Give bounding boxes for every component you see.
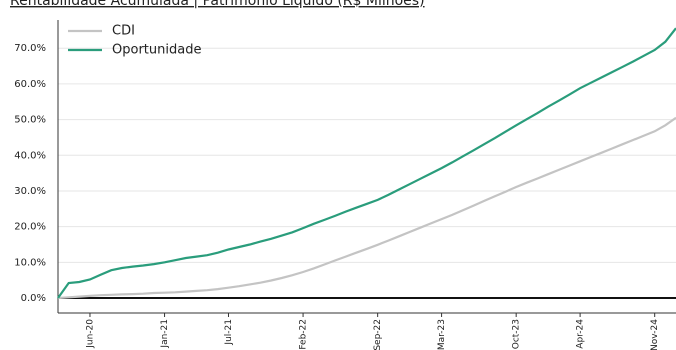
y-tick-label: 60.0% [14,79,46,90]
x-tick-label: Mar-23 [437,319,447,350]
y-tick-label: 70.0% [14,43,46,54]
y-tick-label: 50.0% [14,115,46,126]
series-line [57,116,676,300]
y-tick-label: 0.0% [21,293,46,304]
y-tick-label: 20.0% [14,222,46,233]
chart-title: Rentabilidade Acumulada | Patrimônio Líq… [10,0,425,9]
legend-label: Oportunidade [112,43,201,58]
x-tick-label: Nov-24 [650,319,660,350]
y-tick-label: 40.0% [14,150,46,161]
x-tick-label: Jul-21 [224,319,234,346]
legend-label: CDI [112,24,135,39]
x-tick-label: Sep-22 [373,319,383,350]
x-tick-label: Jun-20 [85,319,95,349]
y-tick-label: 30.0% [14,186,46,197]
series-line [57,27,676,299]
y-tick-label: 10.0% [14,257,46,268]
x-tick-label: Feb-22 [299,319,309,350]
x-tick-label: Oct-23 [512,319,522,349]
x-tick-label: Jan-21 [160,319,170,349]
x-tick-label: Apr-24 [576,319,586,349]
